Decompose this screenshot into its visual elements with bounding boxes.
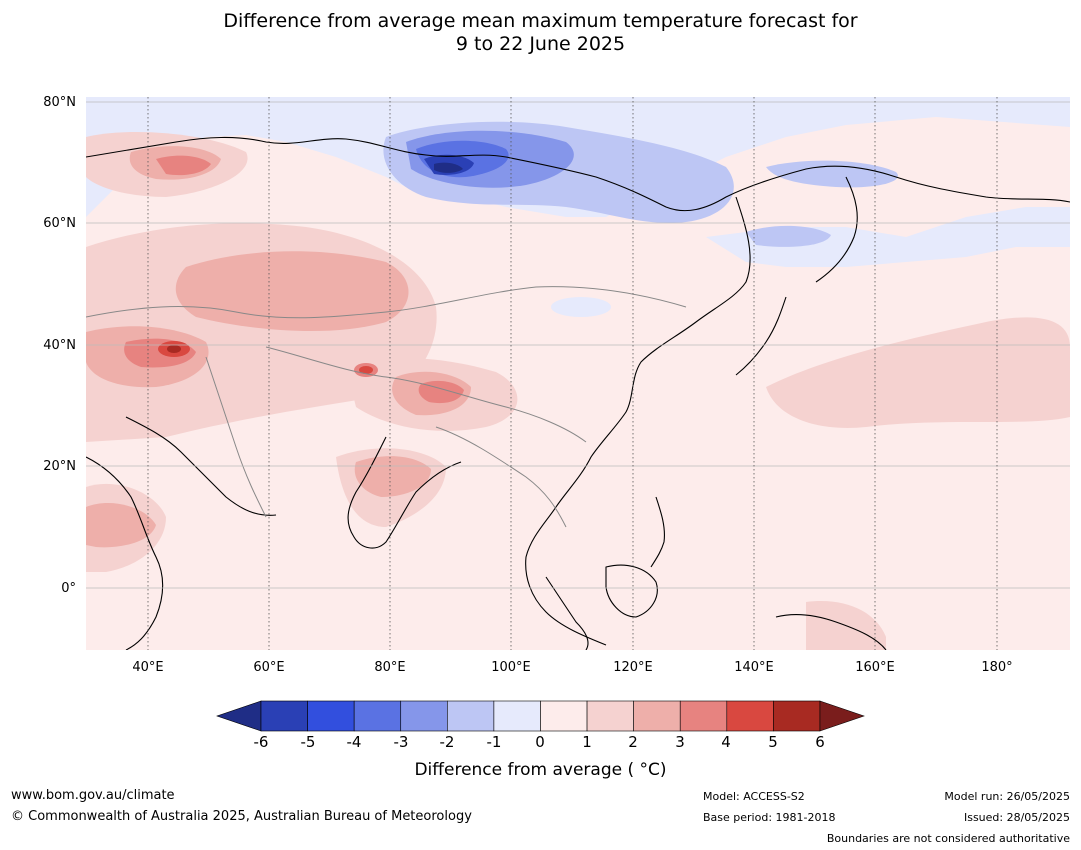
lon-label-60e: 60°E [253, 660, 285, 675]
colorbar-tick: -3 [393, 733, 409, 751]
anomaly-minus2-east [766, 160, 898, 188]
coastline-arctic [86, 136, 1070, 212]
colorbar-tick: 2 [628, 733, 638, 751]
colorbar-swatch [633, 700, 681, 732]
lon-label-40e: 40°E [132, 660, 164, 675]
lon-label-100e: 100°E [491, 660, 531, 675]
colorbar-tick: -2 [439, 733, 455, 751]
anomaly-plus3-siberia-west [156, 155, 211, 176]
coastline-sumatra [545, 576, 589, 650]
coastline-paths [86, 136, 1070, 650]
country-borders [86, 286, 687, 528]
colorbar-extend-low [216, 700, 262, 732]
colorbar-tick: 1 [582, 733, 592, 751]
model-text: Model: ACCESS-S2 [703, 790, 805, 803]
colorbar-tick: 6 [815, 733, 825, 751]
copyright-text: © Commonwealth of Australia 2025, Austra… [11, 809, 472, 824]
forecast-map [86, 97, 1070, 650]
colorbar-swatch [400, 700, 448, 732]
colorbar-swatch [493, 700, 541, 732]
colorbar-tick: -6 [253, 733, 269, 751]
colorbar-extend-high [819, 700, 865, 732]
colorbar-tick: -1 [486, 733, 502, 751]
colorbar-tick: -5 [300, 733, 316, 751]
anomaly-minus1-mongolia [551, 297, 611, 317]
anomaly-plus3-tibet [418, 380, 464, 404]
website-link[interactable]: www.bom.gov.au/climate [11, 788, 175, 803]
title-line-1: Difference from average mean maximum tem… [223, 10, 858, 32]
coastline-borneo [605, 564, 658, 618]
anomaly-minus1-east [706, 207, 1070, 267]
model-run-text: Model run: 26/05/2025 [944, 790, 1070, 803]
lat-label-0: 0° [61, 581, 76, 596]
lon-label-180: 180° [981, 660, 1013, 675]
coastline-arabia [125, 416, 277, 516]
colorbar-swatch [726, 700, 774, 732]
base-period-text: Base period: 1981-2018 [703, 811, 836, 824]
colorbar-swatch [353, 700, 402, 732]
colorbar-label: Difference from average ( °C) [414, 760, 667, 780]
colorbar-swatch [447, 700, 495, 732]
lat-label-60n: 60°N [43, 216, 76, 231]
issued-text: Issued: 28/05/2025 [963, 811, 1070, 824]
colorbar-swatch [773, 700, 821, 732]
anomaly-plus2-kazakhstan [175, 251, 409, 332]
coastline-africa [86, 456, 164, 650]
anomaly-minus6-siberia [434, 162, 463, 173]
coastline-philippines [650, 496, 665, 568]
lon-label-120e: 120°E [613, 660, 653, 675]
lat-label-80n: 80°N [43, 95, 76, 110]
gridlines [86, 97, 1070, 650]
lon-label-80e: 80°E [374, 660, 406, 675]
coastline-japan [735, 296, 787, 376]
colorbar-tick: 5 [768, 733, 778, 751]
coastline-new-guinea [775, 613, 887, 650]
coastline-kamchatka [815, 176, 858, 283]
coastline-east-asia [525, 196, 751, 646]
colorbar-swatch [586, 700, 634, 732]
colorbar-swatch [260, 700, 308, 732]
anomaly-plus5-caucasus [167, 345, 181, 353]
lon-label-160e: 160°E [855, 660, 895, 675]
colorbar-swatch [307, 700, 355, 732]
disclaimer-text: Boundaries are not considered authoritat… [826, 832, 1070, 845]
colorbar-tick: -4 [346, 733, 362, 751]
colorbar-swatch [540, 700, 588, 732]
anomaly-plus4-kashmir [359, 366, 373, 374]
lat-label-20n: 20°N [43, 459, 76, 474]
colorbar-tick: 0 [535, 733, 545, 751]
lat-label-40n: 40°N [43, 338, 76, 353]
colorbar-tick: 4 [721, 733, 731, 751]
lon-label-140e: 140°E [734, 660, 774, 675]
colorbar-tick: 3 [675, 733, 685, 751]
colorbar-swatch [679, 700, 728, 732]
coastline-india [347, 436, 462, 549]
title-line-2: 9 to 22 June 2025 [455, 33, 626, 55]
anomaly-minus2-kamchatka [746, 225, 831, 247]
